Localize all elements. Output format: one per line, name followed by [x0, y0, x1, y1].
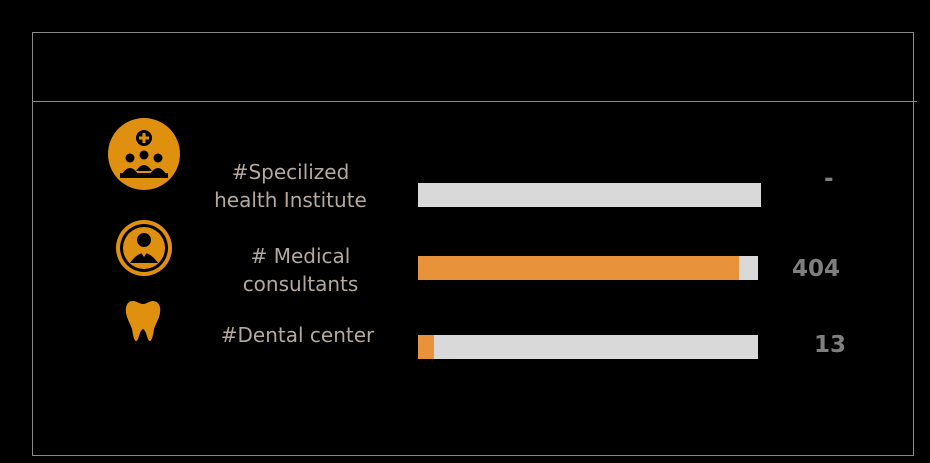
value-label-2: 13 [814, 332, 847, 358]
bar-track-0 [418, 183, 761, 207]
category-label-0-line-1: health Institute [214, 188, 367, 212]
bar-fill-1 [418, 256, 739, 280]
bar-fill-2 [418, 335, 434, 359]
tooth-icon [125, 301, 161, 341]
category-label-1-line-1: consultants [242, 272, 359, 296]
bar-track-1 [418, 256, 758, 280]
category-label-0-line-0: #Specilized [231, 160, 350, 184]
category-label-1-line-0: # Medical [250, 244, 351, 268]
chart-frame [32, 32, 914, 456]
medical-consultant-icon [116, 220, 172, 276]
header-divider [32, 101, 917, 102]
value-label-0: - [824, 166, 834, 192]
category-label-2: #Dental center [205, 321, 390, 349]
category-label-0: #Specilized health Institute [198, 158, 383, 214]
bar-track-2 [418, 335, 758, 359]
category-label-2-line-0: #Dental center [220, 323, 375, 347]
value-label-1: 404 [792, 256, 841, 282]
health-institute-icon [108, 118, 180, 190]
category-label-1: # Medical consultants [208, 242, 393, 298]
